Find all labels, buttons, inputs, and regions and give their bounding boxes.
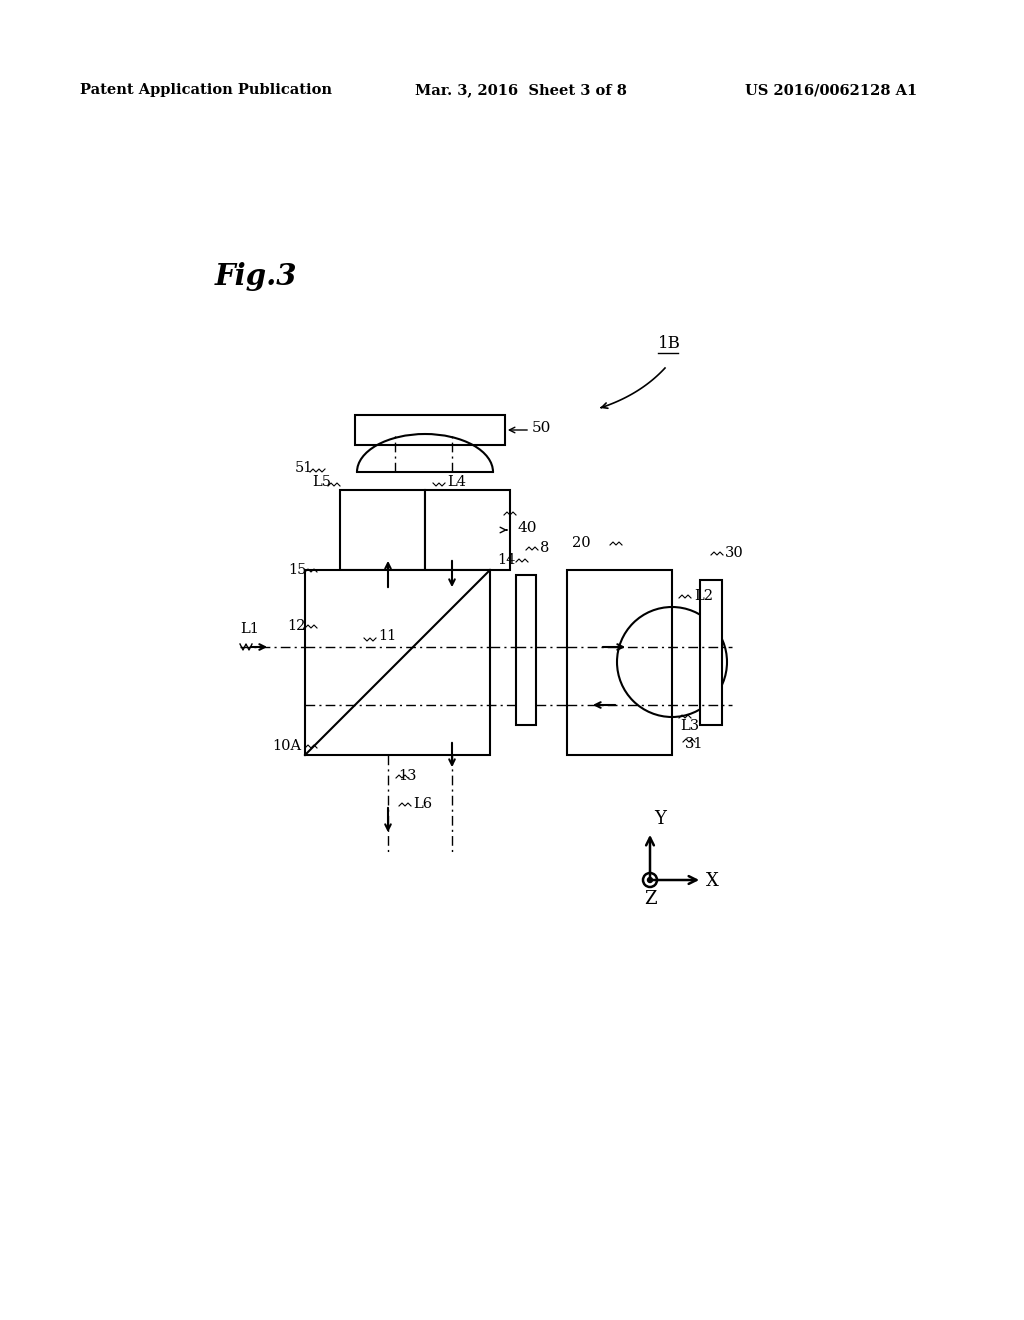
Bar: [305, 570, 490, 755]
Text: 50: 50: [532, 421, 551, 436]
Text: L5: L5: [312, 475, 331, 488]
Bar: [567, 570, 672, 755]
Bar: [355, 414, 505, 445]
Bar: [700, 579, 722, 725]
Text: L6: L6: [413, 797, 432, 810]
Text: US 2016/0062128 A1: US 2016/0062128 A1: [745, 83, 918, 96]
Text: 51: 51: [295, 461, 313, 475]
Text: Y: Y: [654, 810, 666, 828]
Text: Patent Application Publication: Patent Application Publication: [80, 83, 332, 96]
Text: Fig.3: Fig.3: [215, 261, 298, 290]
Text: 13: 13: [398, 770, 417, 783]
Text: 15: 15: [288, 564, 306, 577]
Text: L3: L3: [680, 719, 699, 733]
Text: 31: 31: [685, 737, 703, 751]
Text: L4: L4: [447, 475, 466, 488]
Text: 14: 14: [497, 553, 515, 568]
Text: 8: 8: [540, 541, 549, 554]
Text: 20: 20: [572, 536, 591, 550]
Text: 30: 30: [725, 546, 743, 560]
Text: 40: 40: [518, 521, 538, 535]
Text: Z: Z: [644, 890, 656, 908]
Text: 1B: 1B: [658, 335, 681, 352]
Text: 10A: 10A: [272, 739, 301, 752]
Text: 11: 11: [378, 630, 396, 643]
Bar: [516, 576, 536, 725]
Text: 12: 12: [287, 619, 305, 634]
Text: Mar. 3, 2016  Sheet 3 of 8: Mar. 3, 2016 Sheet 3 of 8: [415, 83, 627, 96]
Circle shape: [647, 878, 652, 883]
Text: L1: L1: [240, 622, 259, 636]
Text: L2: L2: [694, 589, 713, 603]
Bar: [425, 490, 510, 570]
Bar: [340, 490, 425, 570]
Text: X: X: [706, 873, 719, 890]
